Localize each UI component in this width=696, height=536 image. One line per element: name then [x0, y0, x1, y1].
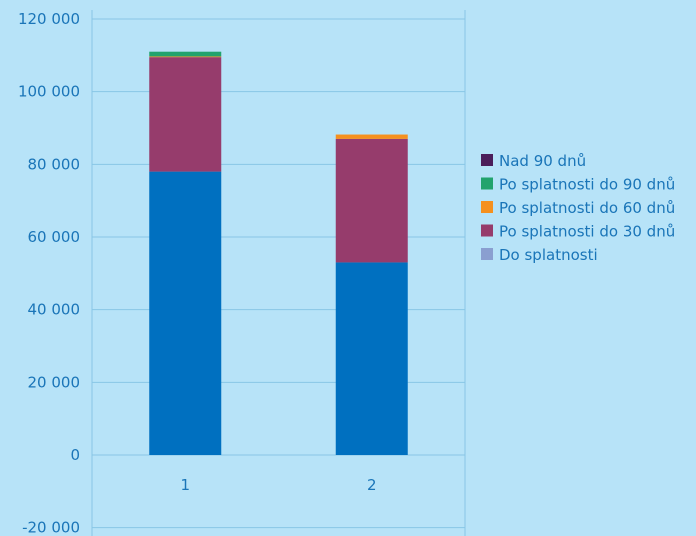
bar-cat2-series2: [336, 135, 408, 139]
legend-swatch: [481, 178, 493, 190]
bar-cat1-series0: [149, 172, 221, 455]
x-tick-label: 2: [367, 476, 377, 494]
y-tick-label: 60 000: [28, 228, 81, 246]
bar-cat1-series2: [149, 56, 221, 57]
grid-lines: [92, 10, 465, 536]
y-axis-tick-labels: -20 000 0 20 000 40 000 60 000 80 000 100 000 1…: [18, 10, 80, 536]
y-tick-label: 20 000: [28, 373, 81, 391]
legend-label: Nad 90 dnů: [499, 152, 586, 170]
legend: Nad 90 dnů Po splatnosti do 90 dnů Po spla…: [481, 152, 675, 264]
bar-cat1-series3: [149, 52, 221, 57]
legend-label: Po splatnosti do 60 dnů: [499, 199, 675, 217]
legend-swatch: [481, 225, 493, 237]
bar-cat1-series1: [149, 57, 221, 171]
y-tick-label: -20 000: [22, 519, 80, 536]
y-tick-label: 0: [70, 446, 80, 464]
x-tick-label: 1: [180, 476, 190, 494]
legend-label: Po splatnosti do 90 dnů: [499, 176, 675, 194]
legend-swatch: [481, 248, 493, 260]
bars: [149, 52, 408, 455]
y-tick-label: 80 000: [28, 155, 81, 173]
legend-swatch: [481, 154, 493, 166]
legend-label: Po splatnosti do 30 dnů: [499, 223, 675, 241]
bar-cat2-series1: [336, 139, 408, 263]
legend-swatch: [481, 201, 493, 213]
bar-cat2-series0: [336, 262, 408, 455]
y-tick-label: 40 000: [28, 301, 81, 319]
y-tick-label: 120 000: [18, 10, 80, 28]
legend-label: Do splatnosti: [499, 246, 598, 264]
y-tick-label: 100 000: [18, 83, 80, 101]
